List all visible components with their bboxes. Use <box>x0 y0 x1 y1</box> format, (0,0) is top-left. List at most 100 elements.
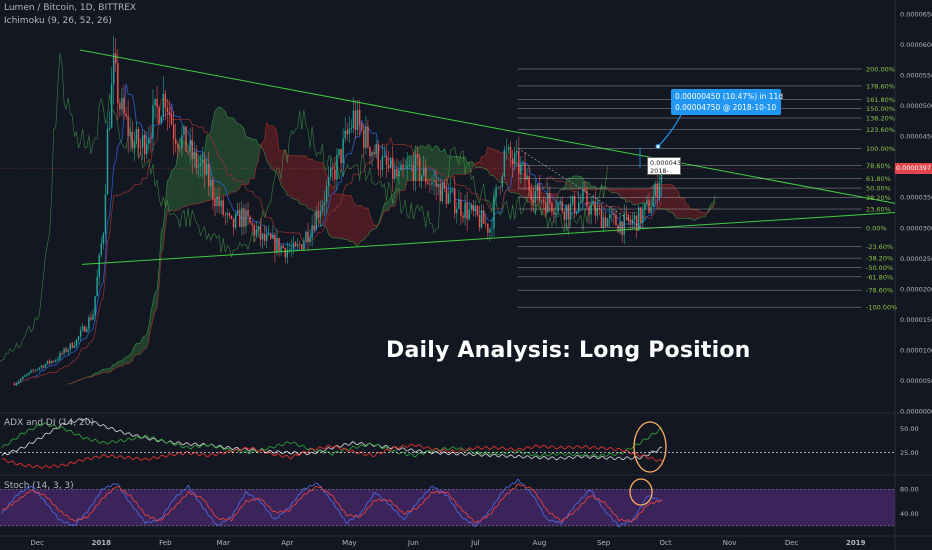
candle-body <box>352 110 355 128</box>
candle-body <box>263 233 266 241</box>
candle-body <box>619 221 621 233</box>
candle-body <box>81 326 84 331</box>
cloud-segment <box>690 209 693 220</box>
candle-body <box>530 190 532 200</box>
candle-body <box>32 370 34 372</box>
candle-body <box>67 349 69 352</box>
cloud-segment <box>688 204 691 219</box>
cloud-segment <box>711 203 714 208</box>
candle-body <box>222 200 224 215</box>
cloud-segment <box>390 194 393 207</box>
candle-body <box>600 209 603 228</box>
symbol-title[interactable]: Lumen / Bitcoin, 1D, BITTREX <box>4 3 137 13</box>
lower-trendline <box>81 212 896 265</box>
candle-body <box>414 154 417 181</box>
cloud-segment <box>169 170 172 211</box>
candle-body <box>218 196 220 207</box>
candle-body <box>154 98 156 106</box>
candle-body <box>170 114 173 125</box>
candle-body <box>40 365 43 368</box>
projection-callout[interactable]: 0.00000450 (10.47%) in 11d 0.00004750 @ … <box>671 89 783 115</box>
candle-body <box>596 208 599 216</box>
candle-body <box>36 369 38 371</box>
candle-body <box>360 124 363 130</box>
candle-body <box>201 159 204 164</box>
candle-body <box>454 188 456 214</box>
upper-trendline <box>79 49 896 204</box>
candle-body <box>571 196 574 204</box>
candle-body <box>61 352 63 354</box>
cloud-segment <box>361 205 364 241</box>
candle-body <box>584 189 586 192</box>
cloud-segment <box>584 181 588 190</box>
candle-body <box>503 149 506 177</box>
candle-body <box>338 149 340 156</box>
candle-body <box>420 175 423 181</box>
candle-body <box>629 221 632 224</box>
cloud-segment <box>241 125 244 185</box>
candle-body <box>648 200 650 213</box>
candle-body <box>416 154 419 158</box>
candle-body <box>557 203 559 213</box>
candle-body <box>532 199 535 203</box>
fib-level-label: 50.00% <box>866 185 891 193</box>
cloud-segment <box>506 152 509 191</box>
candle-body <box>98 254 100 277</box>
tenkan-line <box>14 83 662 385</box>
fib-level-label: 38.20% <box>866 194 891 202</box>
time-tick-label: Nov <box>723 539 737 547</box>
candlestick-series <box>0 35 895 387</box>
candle-body <box>356 109 359 130</box>
cloud-segment <box>177 137 180 211</box>
cloud-segment <box>223 109 226 196</box>
candle-body <box>146 143 148 155</box>
candle-body <box>644 203 646 210</box>
cloud-segment <box>667 184 670 213</box>
cloud-segment <box>386 201 389 212</box>
cloud-segment <box>351 195 354 242</box>
candle-body <box>553 211 555 215</box>
cloud-segment <box>611 189 614 193</box>
ichimoku-legend[interactable]: Ichimoku (9, 26, 52, 26) <box>4 16 112 26</box>
candle-body <box>524 162 526 180</box>
cloud-segment <box>353 202 356 245</box>
candle-body <box>110 84 113 128</box>
chikou-line <box>0 53 608 362</box>
cloud-segment <box>235 121 238 192</box>
candle-body <box>513 152 516 165</box>
candle-body <box>185 126 187 152</box>
candle-body <box>69 343 72 350</box>
candle-body <box>582 189 584 202</box>
candle-body <box>573 196 576 214</box>
cloud-segment <box>190 153 193 205</box>
cloud-segment <box>239 124 242 189</box>
time-axis[interactable]: Dec 2018 Feb Mar Apr May Jun Jul Aug Sep Oct Nov Dec… <box>30 539 865 547</box>
stoch-legend[interactable]: Stoch (14, 3, 3) <box>4 481 74 491</box>
price-marker[interactable]: 0.0000430 2018-09-29 <box>647 157 685 183</box>
candle-body <box>334 169 336 180</box>
candle-body <box>102 233 105 244</box>
candle-body <box>156 98 158 108</box>
fib-level-label: -50.00% <box>866 264 893 272</box>
cloud-segment <box>512 160 515 194</box>
candle-body <box>654 183 656 197</box>
cloud-segment <box>237 123 240 190</box>
price-tick-label: 0.00005000 <box>900 102 932 110</box>
time-tick-label: Oct <box>660 539 672 547</box>
cloud-segment <box>349 195 352 242</box>
adx-legend[interactable]: ADX and DI (14, 20) <box>4 418 94 428</box>
candle-body <box>34 370 36 371</box>
cloud-segment <box>243 128 246 185</box>
candle-body <box>470 204 472 210</box>
cloud-segment <box>403 168 406 191</box>
cloud-segment <box>485 146 488 171</box>
candle-body <box>631 219 634 224</box>
candle-body <box>392 157 394 180</box>
candle-body <box>183 126 185 136</box>
candle-body <box>445 188 448 204</box>
cloud-segment <box>107 368 110 373</box>
fib-level-label: -23.60% <box>866 243 893 251</box>
candle-body <box>437 183 439 187</box>
candle-body <box>383 155 386 157</box>
price-axis[interactable]: 0.00006500 0.00006000 0.00005500 0.00005000… <box>900 11 932 416</box>
